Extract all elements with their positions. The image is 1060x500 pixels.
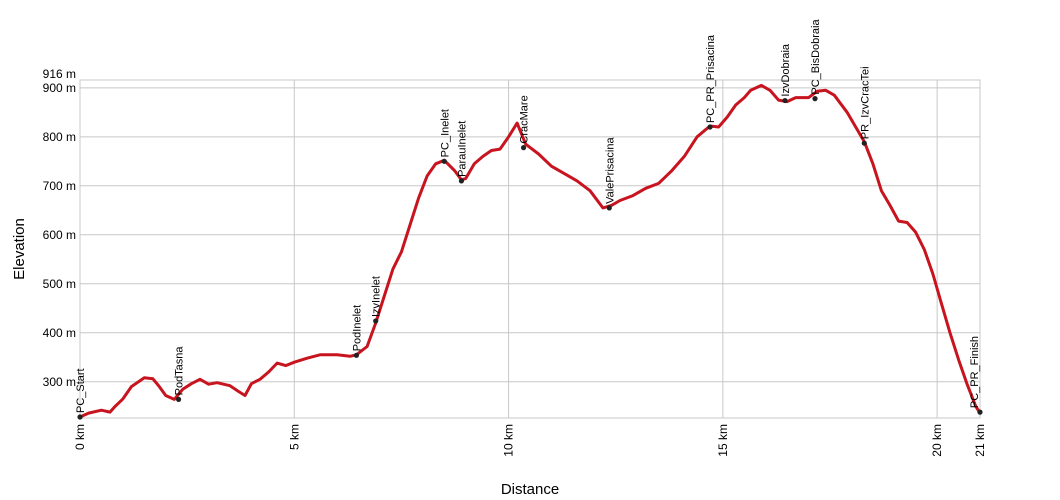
y-tick-label: 900 m (43, 81, 76, 95)
waypoint-marker (77, 414, 83, 420)
elevation-line (78, 83, 982, 419)
waypoint-marker (373, 318, 379, 324)
waypoint-label: PC_Start (75, 368, 87, 413)
waypoint-label: PC_PR_Finish (969, 336, 981, 408)
waypoint-marker (353, 352, 360, 358)
waypoint-label: ParauInelet (456, 121, 468, 177)
x-axis-tick-labels: 0 km 5 km 10 km 15 km 20 km 21 km (73, 424, 987, 457)
y-tick-label: 700 m (43, 179, 76, 193)
waypoint-marker (441, 158, 447, 164)
y-tick-label: 300 m (43, 375, 76, 389)
x-tick-label: 5 km (287, 424, 301, 450)
y-axis-title: Elevation (11, 218, 28, 280)
x-axis-title: Distance (501, 481, 559, 498)
x-tick-label: 15 km (716, 424, 730, 457)
waypoint-marker (782, 97, 788, 104)
y-tick-label: 916 m (43, 67, 76, 81)
waypoint-marker (520, 145, 527, 151)
waypoint-label: PC_Inelet (439, 109, 451, 157)
x-tick-label: 21 km (973, 424, 987, 457)
waypoint-marker (606, 205, 612, 211)
waypoint-marker (977, 409, 983, 415)
waypoint-marker (175, 396, 182, 402)
waypoint-label: PodTasna (174, 346, 186, 396)
grid-lines (80, 80, 980, 418)
waypoint-marker (861, 140, 867, 146)
waypoint-label: ValePrisacina (604, 137, 616, 204)
y-tick-label: 400 m (43, 326, 76, 340)
waypoint-marker (707, 124, 713, 130)
plot-frame (79, 79, 981, 419)
y-tick-label: 800 m (43, 130, 76, 144)
x-tick-label: 20 km (930, 424, 944, 457)
waypoint-label: PR_IzvCracTei (859, 66, 871, 139)
waypoint-label: PodInelet (351, 305, 363, 351)
y-tick-label: 600 m (43, 228, 76, 242)
waypoint-label: IzvDobraia (780, 43, 792, 96)
waypoint-marker (458, 178, 465, 184)
y-tick-label: 500 m (43, 277, 76, 291)
waypoint-label: IzvInelet (371, 276, 383, 317)
waypoint-label: PC_PR_Prisacina (705, 34, 717, 123)
x-tick-label: 0 km (73, 424, 87, 450)
waypoint-markers: PC_Start PodTasna PodInelet IzvInelet PC_Ine… (75, 19, 983, 420)
waypoint-marker (812, 96, 818, 102)
waypoint-label: CracMare (519, 95, 531, 143)
x-tick-label: 10 km (502, 424, 516, 457)
waypoint-label: PC_BisDobraia (810, 19, 822, 95)
